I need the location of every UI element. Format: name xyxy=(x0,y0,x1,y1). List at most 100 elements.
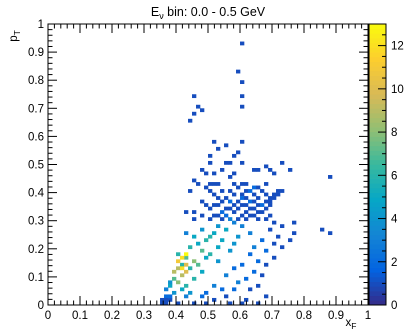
histogram-bin xyxy=(240,139,245,144)
x-axis-tick-label: 0 xyxy=(45,310,51,322)
color-scale: 0 2 4 6 8 10 12 xyxy=(368,23,404,312)
histogram-bin xyxy=(240,192,245,197)
histogram-bin xyxy=(232,210,237,214)
histogram-bin xyxy=(172,290,177,295)
histogram-bin xyxy=(212,297,217,302)
color-scale-band xyxy=(369,276,386,282)
color-scale-band xyxy=(369,295,386,301)
histogram-bin xyxy=(200,108,205,113)
color-scale-band xyxy=(369,89,386,95)
histogram-bin xyxy=(256,203,261,207)
histogram-bin xyxy=(228,206,233,211)
histogram-bin xyxy=(180,255,185,260)
axes: 0 0.1 0.2 0.3 0.4 0.5 0.6 0.7 0.8 0.9 1 0 0.1 0.2 0.3 0… xyxy=(28,19,371,322)
color-scale-tick-label: 12 xyxy=(391,41,404,53)
histogram-bin xyxy=(232,220,237,225)
histogram-bin xyxy=(200,213,205,218)
color-scale-band xyxy=(369,47,386,53)
y-axis-tick-label: 0.5 xyxy=(28,160,44,172)
histogram-bin xyxy=(184,283,189,288)
histogram-bin xyxy=(164,294,169,299)
histogram-bin xyxy=(240,203,245,207)
histogram-bin xyxy=(224,273,229,278)
histogram-bin xyxy=(216,245,221,250)
histogram-bin xyxy=(176,280,181,285)
color-scale-band xyxy=(369,52,386,58)
histogram-bin xyxy=(232,287,237,292)
color-scale-band xyxy=(369,248,386,254)
color-scale-band xyxy=(369,150,386,156)
histogram-bin xyxy=(260,273,265,278)
histogram-bin xyxy=(236,280,241,285)
histogram-bin xyxy=(212,283,217,288)
histogram-bin xyxy=(240,80,245,84)
color-scale-band xyxy=(369,220,386,226)
histogram-bin xyxy=(200,248,205,253)
histogram-bin xyxy=(196,104,201,109)
color-scale-band xyxy=(369,33,386,39)
histogram-bin xyxy=(220,199,225,204)
histogram-bin xyxy=(244,297,249,302)
color-scale-band xyxy=(369,211,386,217)
histogram-bin xyxy=(244,182,249,186)
histogram-bin xyxy=(216,203,221,207)
histogram-bin xyxy=(272,192,277,197)
histogram-bin xyxy=(252,199,257,204)
color-scale-band xyxy=(369,216,386,222)
histogram-bin xyxy=(256,185,261,190)
histogram-bin xyxy=(288,238,293,243)
color-scale-band xyxy=(369,103,386,109)
histogram-bin xyxy=(192,111,197,116)
histogram-bin xyxy=(232,266,237,271)
color-scale-band xyxy=(369,56,386,62)
histogram-bin xyxy=(244,217,249,221)
color-scale-band xyxy=(369,234,386,240)
histogram-bin xyxy=(328,231,333,236)
histogram-bin xyxy=(240,41,245,46)
color-scale-band xyxy=(369,38,386,44)
histogram-bin xyxy=(264,199,269,204)
histogram-bin xyxy=(200,269,205,274)
histogram-bin xyxy=(220,210,225,214)
histogram-bin xyxy=(232,182,237,186)
histogram-bin xyxy=(268,213,273,218)
histogram-bin xyxy=(232,171,237,176)
histogram-bin xyxy=(168,283,173,288)
histogram-bin xyxy=(240,224,245,229)
histogram-bin xyxy=(272,241,277,246)
histogram-bin xyxy=(224,143,229,148)
histogram-bin xyxy=(184,255,189,260)
histogram-bin xyxy=(252,245,257,250)
histogram-bin xyxy=(212,203,217,207)
histogram-bin xyxy=(228,175,233,179)
histogram-bin xyxy=(184,231,189,236)
histogram-bin xyxy=(236,234,241,239)
color-scale-band xyxy=(369,183,386,189)
histogram-bin xyxy=(264,248,269,253)
y-axis-tick-label: 0.4 xyxy=(28,188,45,200)
histogram-bin xyxy=(248,199,253,204)
histogram-bin xyxy=(248,252,253,257)
color-scale-band xyxy=(369,108,386,114)
histogram-bin xyxy=(200,227,205,232)
histogram-bin xyxy=(228,248,233,253)
histogram-bin xyxy=(160,297,165,302)
histogram-bin xyxy=(192,94,197,99)
color-scale-band xyxy=(369,267,386,273)
histogram-bin xyxy=(248,189,253,193)
color-scale-band xyxy=(369,290,386,297)
x-axis-tick-label: 0.4 xyxy=(168,310,185,322)
histogram-bin xyxy=(212,182,217,186)
color-scale-band xyxy=(369,24,386,30)
histogram-bin xyxy=(244,210,249,214)
x-axis-tick-label: 0.3 xyxy=(136,310,152,322)
histogram-bin xyxy=(216,146,221,151)
histogram-bin xyxy=(216,182,221,186)
color-scale-band xyxy=(369,286,386,292)
histogram-bin xyxy=(216,259,221,264)
color-scale-tick-label: 0 xyxy=(391,300,397,312)
histogram-bin xyxy=(196,241,201,246)
histogram-bin xyxy=(232,203,237,207)
histogram-bin xyxy=(224,196,229,200)
histogram-bin xyxy=(204,255,209,260)
